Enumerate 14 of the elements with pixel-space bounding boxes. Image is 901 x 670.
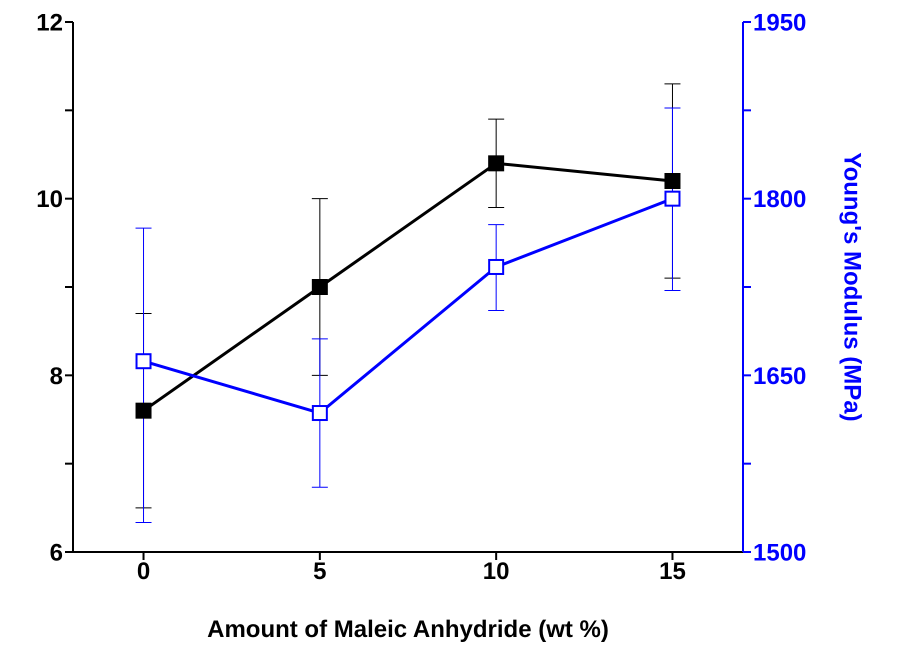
y2-tick-label: 1650 bbox=[753, 362, 806, 390]
y2-tick-label: 1800 bbox=[753, 186, 806, 214]
y-tick-label: 8 bbox=[50, 362, 63, 390]
x-tick-label: 10 bbox=[482, 558, 510, 586]
y2-tick-label: 1500 bbox=[753, 540, 806, 567]
x-tick-label: 15 bbox=[659, 558, 686, 586]
y-tick-label: 12 bbox=[36, 10, 63, 37]
x-tick-label: 0 bbox=[136, 558, 150, 586]
y2-axis-title: Young's Modulus (MPa) bbox=[838, 152, 866, 422]
y-tick-label: 10 bbox=[36, 186, 63, 214]
x-axis-title: Amount of Maleic Anhydride (wt %) bbox=[207, 616, 609, 643]
x-tick-label: 5 bbox=[313, 558, 327, 586]
y-tick-label: 6 bbox=[50, 540, 63, 567]
y2-tick-label: 1950 bbox=[753, 10, 806, 37]
